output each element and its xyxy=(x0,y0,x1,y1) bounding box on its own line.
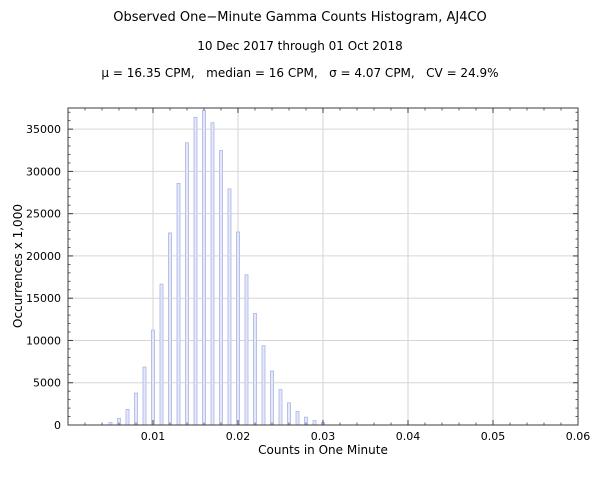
histogram-bar xyxy=(219,150,223,426)
y-tick-label: 10000 xyxy=(26,334,61,347)
x-tick-label: 0.02 xyxy=(226,430,251,443)
x-tick-label: 0.03 xyxy=(311,430,336,443)
y-tick-label: 5000 xyxy=(33,377,61,390)
y-tick-label: 30000 xyxy=(26,165,61,178)
y-tick-label: 35000 xyxy=(26,123,61,136)
x-tick-label: 0.01 xyxy=(141,430,166,443)
histogram-bar xyxy=(125,408,130,426)
chart-subtitle: 10 Dec 2017 through 01 Oct 2018 xyxy=(197,39,403,53)
histogram-bar xyxy=(210,122,215,426)
histogram-bar xyxy=(227,188,232,426)
chart-stats-annotation: μ = 16.35 CPM, median = 16 CPM, σ = 4.07… xyxy=(101,66,499,80)
histogram-bar xyxy=(134,392,138,426)
histogram-bar xyxy=(193,116,198,426)
x-tick-label: 0.04 xyxy=(396,430,421,443)
histogram-bar xyxy=(295,411,300,426)
chart-title: Observed One−Minute Gamma Counts Histogr… xyxy=(113,10,487,25)
histogram-bar xyxy=(236,231,240,426)
y-tick-label: 0 xyxy=(54,419,61,432)
histogram-bar xyxy=(244,274,249,426)
histogram-bar xyxy=(142,366,147,426)
histogram-bar xyxy=(287,402,291,426)
y-tick-label: 25000 xyxy=(26,208,61,221)
histogram-bar xyxy=(151,329,155,426)
y-axis-label: Occurrences x 1,000 xyxy=(11,204,25,328)
histogram-bar xyxy=(168,232,172,426)
y-tick-label: 20000 xyxy=(26,250,61,263)
histogram-bar xyxy=(261,345,266,426)
histogram-bar xyxy=(278,389,283,426)
histogram-bar xyxy=(185,142,189,426)
histogram-bar xyxy=(159,283,164,426)
x-tick-label: 0.06 xyxy=(566,430,591,443)
histogram-bar xyxy=(270,370,274,426)
histogram-bar xyxy=(253,313,257,426)
x-tick-label: 0.05 xyxy=(481,430,506,443)
x-axis-label: Counts in One Minute xyxy=(258,443,388,457)
y-tick-label: 15000 xyxy=(26,292,61,305)
histogram-bar xyxy=(176,182,181,426)
histogram-bar xyxy=(312,420,317,426)
histogram-bar xyxy=(202,110,206,426)
